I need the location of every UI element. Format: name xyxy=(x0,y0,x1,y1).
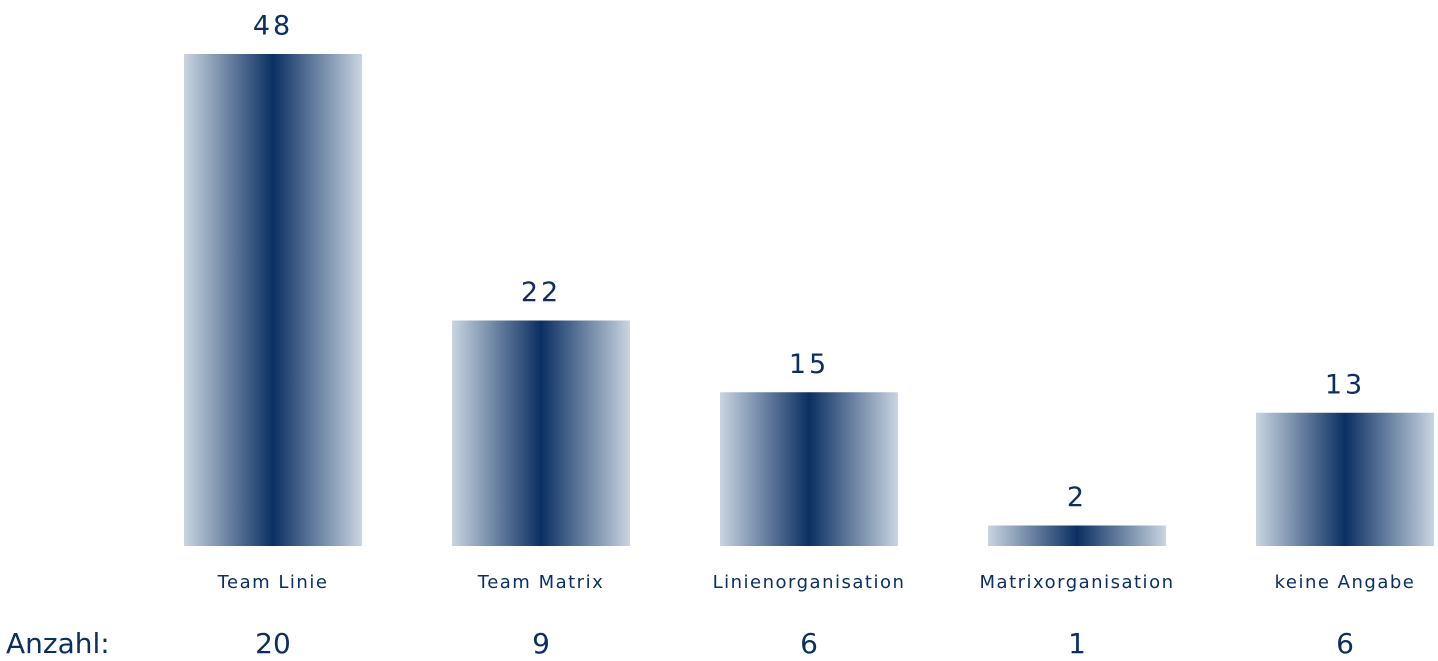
counts-label: Anzahl: xyxy=(6,627,110,660)
bar xyxy=(720,392,898,546)
value-label: 2 xyxy=(1067,482,1087,513)
bar xyxy=(184,54,362,546)
value-label: 13 xyxy=(1325,369,1365,400)
x-tick-label: Linienorganisation xyxy=(713,572,906,593)
value-label: 22 xyxy=(521,277,561,308)
bar xyxy=(988,525,1166,546)
x-tick-label: Matrixorganisation xyxy=(980,572,1175,593)
x-tick-label: Team Linie xyxy=(217,572,329,593)
x-tick-label: keine Angabe xyxy=(1275,572,1416,593)
count: 9 xyxy=(532,627,550,660)
count: 6 xyxy=(800,627,818,660)
count: 20 xyxy=(255,627,291,660)
bar xyxy=(452,320,630,546)
x-tick-label: Team Matrix xyxy=(477,572,604,593)
value-label: 15 xyxy=(789,349,829,380)
count: 1 xyxy=(1068,627,1086,660)
count: 6 xyxy=(1336,627,1354,660)
value-label: 48 xyxy=(253,11,293,42)
bar xyxy=(1256,412,1434,546)
